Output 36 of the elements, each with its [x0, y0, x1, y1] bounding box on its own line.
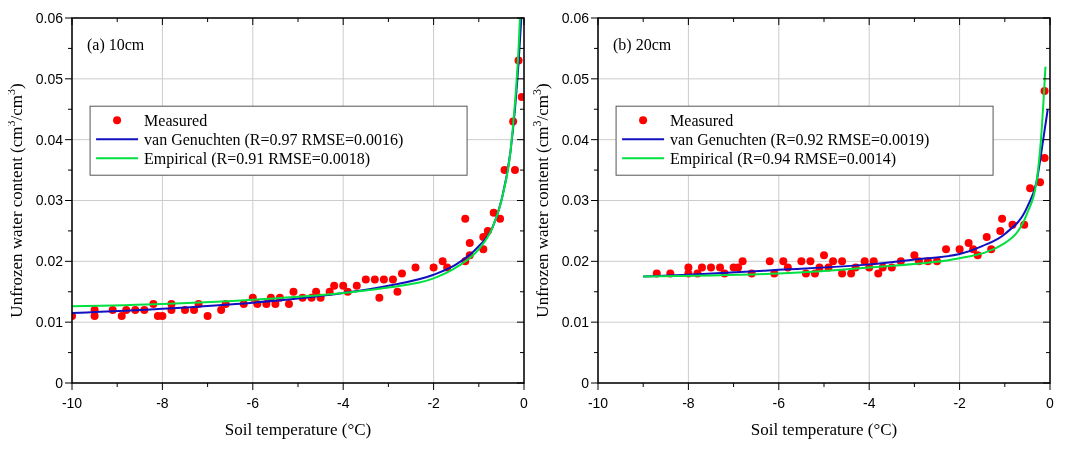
y-tick-label: 0 — [581, 374, 590, 391]
y-tick-label: 0.05 — [561, 70, 590, 87]
legend-label: Empirical (R=0.94 RMSE=0.0014) — [670, 149, 897, 168]
y-tick-label: 0.03 — [35, 192, 64, 209]
x-tick-label: -6 — [246, 395, 260, 411]
x-tick-label: -8 — [156, 395, 169, 411]
y-tick-label: 0.01 — [561, 314, 590, 331]
x-tick-label: -4 — [336, 395, 350, 411]
y-tick-label: 0 — [55, 374, 64, 391]
y-tick-label: 0.06 — [561, 9, 590, 26]
x-axis-title: Soil temperature (°C) — [750, 420, 898, 439]
x-tick-label: -2 — [427, 395, 441, 411]
y-tick-label: 0.04 — [35, 131, 64, 148]
x-tick-label: 0 — [1046, 395, 1055, 411]
y-tick-label: 0.02 — [35, 253, 64, 270]
legend-label: van Genuchten (R=0.92 RMSE=0.0019) — [670, 130, 930, 149]
y-tick-label: 0.06 — [35, 9, 64, 26]
x-tick-label: -2 — [953, 395, 967, 411]
x-tick-label: -6 — [772, 395, 786, 411]
x-tick-label: -10 — [587, 395, 609, 411]
x-tick-label: -10 — [61, 395, 83, 411]
y-tick-label: 0.01 — [35, 314, 64, 331]
y-tick-label: 0.05 — [35, 70, 64, 87]
x-tick-label: -8 — [682, 395, 695, 411]
annotation: (a) 10cm — [87, 36, 145, 54]
y-tick-label: 0.03 — [561, 192, 590, 209]
legend-label: van Genuchten (R=0.97 RMSE=0.0016) — [144, 130, 404, 149]
legend-label: Measured — [144, 111, 208, 129]
y-tick-label: 0.02 — [561, 253, 590, 270]
legend-label: Empirical (R=0.91 RMSE=0.0018) — [144, 149, 371, 168]
x-tick-label: 0 — [520, 395, 529, 411]
x-tick-label: -4 — [862, 395, 876, 411]
legend-label: Measured — [670, 111, 734, 129]
x-axis-title: Soil temperature (°C) — [224, 420, 372, 439]
y-tick-label: 0.04 — [561, 131, 590, 148]
annotation: (b) 20cm — [613, 36, 672, 54]
